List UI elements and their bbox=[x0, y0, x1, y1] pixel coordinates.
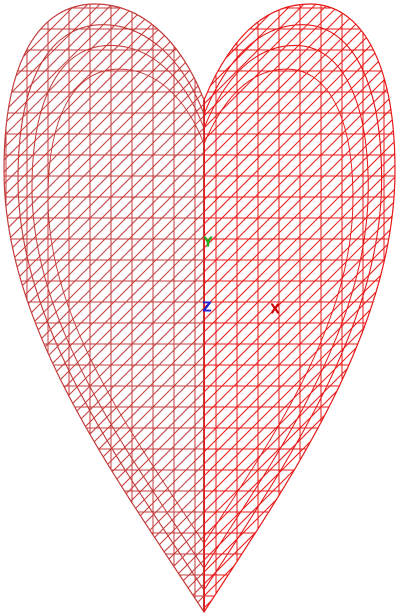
wire-line bbox=[0, 0, 8, 616]
axis-z-label: Z bbox=[202, 301, 211, 316]
contour bbox=[48, 69, 353, 543]
page: Y Z X (() => { const data = JSON.parse(d… bbox=[0, 0, 398, 616]
contour bbox=[32, 45, 368, 568]
axis-x-label: X bbox=[270, 303, 280, 318]
wire-line bbox=[388, 0, 398, 616]
wireframe bbox=[0, 0, 398, 616]
contour bbox=[32, 45, 368, 568]
wire-line bbox=[0, 0, 8, 616]
viewport: Y Z X bbox=[0, 0, 398, 616]
axis-y-label: Y bbox=[202, 236, 213, 251]
contour bbox=[48, 69, 353, 543]
wire-line bbox=[388, 0, 398, 616]
